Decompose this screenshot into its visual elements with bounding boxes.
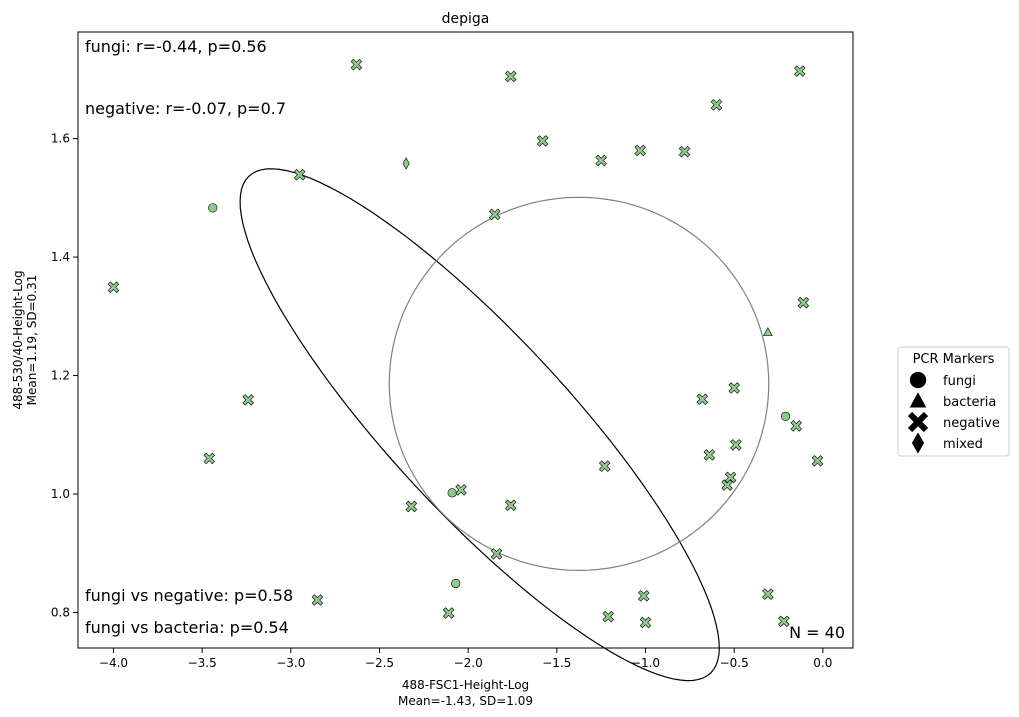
x-tick-label: −1.5 [542,656,571,670]
point-negative [678,145,691,158]
point-fungi [447,488,457,498]
chart-title: depiga [442,11,490,27]
legend-label-fungi: fungi [943,374,976,389]
point-negative [790,420,803,432]
axis-ticks: −4.0 −3.5 −3.0 −2.5 −2.0 −1.5 −1.0 −0.5 0.0 0.8 1.… [51,132,832,670]
annotation-fungi-vs-negative: fungi vs negative: p=0.58 [85,586,293,605]
legend-marker-mixed [911,432,925,454]
point-fungi [451,578,461,589]
points-layer [107,58,824,629]
point-negative [311,594,324,606]
y-tick-label: 1.4 [51,250,70,264]
point-negative [762,588,774,600]
legend-label-mixed: mixed [943,437,983,452]
point-negative [536,135,549,147]
point-fungi [781,411,791,422]
point-negative [455,484,467,496]
y-tick-label: 1.6 [51,132,70,146]
y-axis-stats: Mean=1.19, SD=0.31 [25,275,39,406]
point-negative [797,296,810,309]
point-negative [602,610,615,623]
point-negative [634,144,646,157]
plot-frame [77,31,854,649]
y-tick-label: 0.8 [51,605,70,619]
y-tick-label: 1.2 [51,369,70,383]
legend-title: PCR Markers [913,352,995,367]
point-negative [504,70,517,83]
ellipses-layer [239,168,770,682]
point-negative [490,548,503,560]
point-negative [598,460,611,472]
legend-label-bacteria: bacteria [943,395,996,410]
point-negative [293,168,306,181]
point-negative [350,58,363,71]
point-negative [405,500,418,513]
annotation-negative-correlation: negative: r=-0.07, p=0.7 [85,99,286,118]
x-axis-label: 488-FSC1-Height-Log [402,678,529,692]
point-negative [639,616,652,629]
legend-items: fungi bacteria negative mixed [907,371,1000,454]
point-negative [794,65,806,77]
x-tick-label: −1.0 [631,656,660,670]
point-negative [703,449,716,461]
point-negative [710,99,723,111]
point-negative [595,154,607,167]
point-negative [811,455,824,467]
point-negative [696,393,709,405]
legend-label-negative: negative [943,416,1000,431]
annotation-fungi-correlation: fungi: r=-0.44, p=0.56 [85,37,267,56]
legend-marker-fungi [909,371,927,389]
point-bacteria [762,327,773,337]
point-negative [203,452,215,465]
x-tick-label: −3.0 [276,656,305,670]
point-negative [778,615,790,628]
x-tick-label: −4.0 [99,656,128,670]
point-negative [242,394,255,406]
point-negative [489,208,501,221]
point-negative [637,590,650,602]
point-negative [504,499,517,512]
x-tick-label: −2.5 [365,656,394,670]
x-tick-label: −2.0 [454,656,483,670]
annotation-fungi-vs-bacteria: fungi vs bacteria: p=0.54 [85,618,289,637]
legend-marker-bacteria [909,392,927,408]
point-negative [107,281,120,294]
x-tick-label: −0.5 [720,656,749,670]
x-tick-label: 0.0 [813,656,832,670]
sample-count: N = 40 [789,623,845,642]
y-axis-label: 488-530/40-Height-Log [11,270,25,409]
x-tick-label: −3.5 [188,656,217,670]
point-mixed [402,157,410,170]
ellipse-fungi [239,168,720,682]
point-negative [442,607,455,619]
x-axis-stats: Mean=-1.43, SD=1.09 [398,694,533,708]
ellipse-negative [388,196,770,572]
legend-marker-negative [907,411,929,433]
legend: PCR Markers fungi bacteria negative mixed [897,346,1010,457]
point-negative [724,471,737,484]
point-negative [721,479,733,491]
point-negative [728,382,740,394]
point-negative [730,439,742,451]
y-tick-label: 1.0 [51,487,70,501]
point-fungi [208,203,218,213]
